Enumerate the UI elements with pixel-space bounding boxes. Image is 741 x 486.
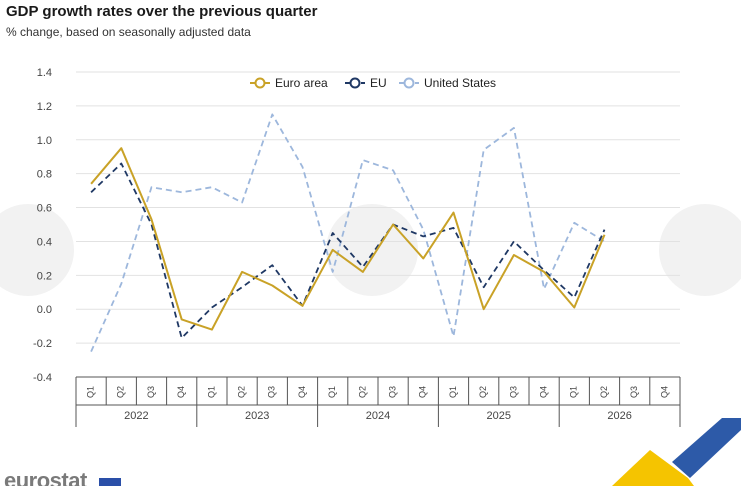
y-tick-label: 0.0 [37,304,52,316]
y-tick-label: 0.4 [37,236,52,248]
x-tick-label: Q1 [206,386,216,398]
legend-marker-euro-area [254,77,266,89]
x-group-label: 2022 [124,410,148,422]
watermark-icon [659,204,741,296]
y-tick-label: -0.4 [33,372,52,384]
x-tick-label: Q1 [569,386,579,398]
legend-label-euro-area: Euro area [275,76,328,90]
y-tick-label: 0.6 [37,203,52,215]
x-group-label: 2023 [245,410,269,422]
x-tick-label: Q4 [659,386,669,398]
x-tick-label: Q2 [357,386,367,398]
legend-marker-eu [349,77,361,89]
y-tick-label: 0.2 [37,270,52,282]
x-tick-label: Q3 [146,386,156,398]
x-tick-label: Q2 [116,386,126,398]
x-tick-label: Q2 [236,386,246,398]
x-tick-label: Q4 [297,386,307,398]
series-line-euro-area [90,147,606,331]
y-tick-label: 1.0 [37,135,52,147]
brand-swoosh-yellow [612,450,694,486]
x-tick-label: Q3 [629,386,639,398]
series-line-eu [90,162,606,339]
legend-label-eu: EU [370,76,387,90]
brand-swoosh-blue [672,418,741,478]
x-tick-label: Q4 [176,386,186,398]
eurostat-logo: eurostat [4,470,87,486]
eu-flag-icon [99,478,121,486]
x-group-label: 2026 [607,410,631,422]
y-tick-label: 1.2 [37,101,52,113]
series-line-united-states [90,113,605,352]
x-tick-label: Q3 [508,386,518,398]
x-tick-label: Q2 [599,386,609,398]
x-group-label: 2024 [366,410,390,422]
chart-title: GDP growth rates over the previous quart… [6,3,318,20]
y-tick-label: -0.2 [33,338,52,350]
legend-label-united-states: United States [424,76,496,90]
x-tick-label: Q1 [448,386,458,398]
watermark-icon [326,204,418,296]
x-tick-label: Q3 [387,386,397,398]
y-tick-label: 1.4 [37,67,52,79]
watermark-icon [0,204,74,296]
y-tick-label: 0.8 [37,169,52,181]
x-tick-label: Q4 [538,386,548,398]
x-tick-label: Q2 [478,386,488,398]
chart-subtitle: % change, based on seasonally adjusted d… [6,25,251,39]
x-tick-label: Q1 [327,386,337,398]
x-tick-label: Q3 [267,386,277,398]
x-tick-label: Q4 [418,386,428,398]
x-group-label: 2025 [487,410,511,422]
legend-marker-united-states [403,77,415,89]
x-tick-label: Q1 [85,386,95,398]
